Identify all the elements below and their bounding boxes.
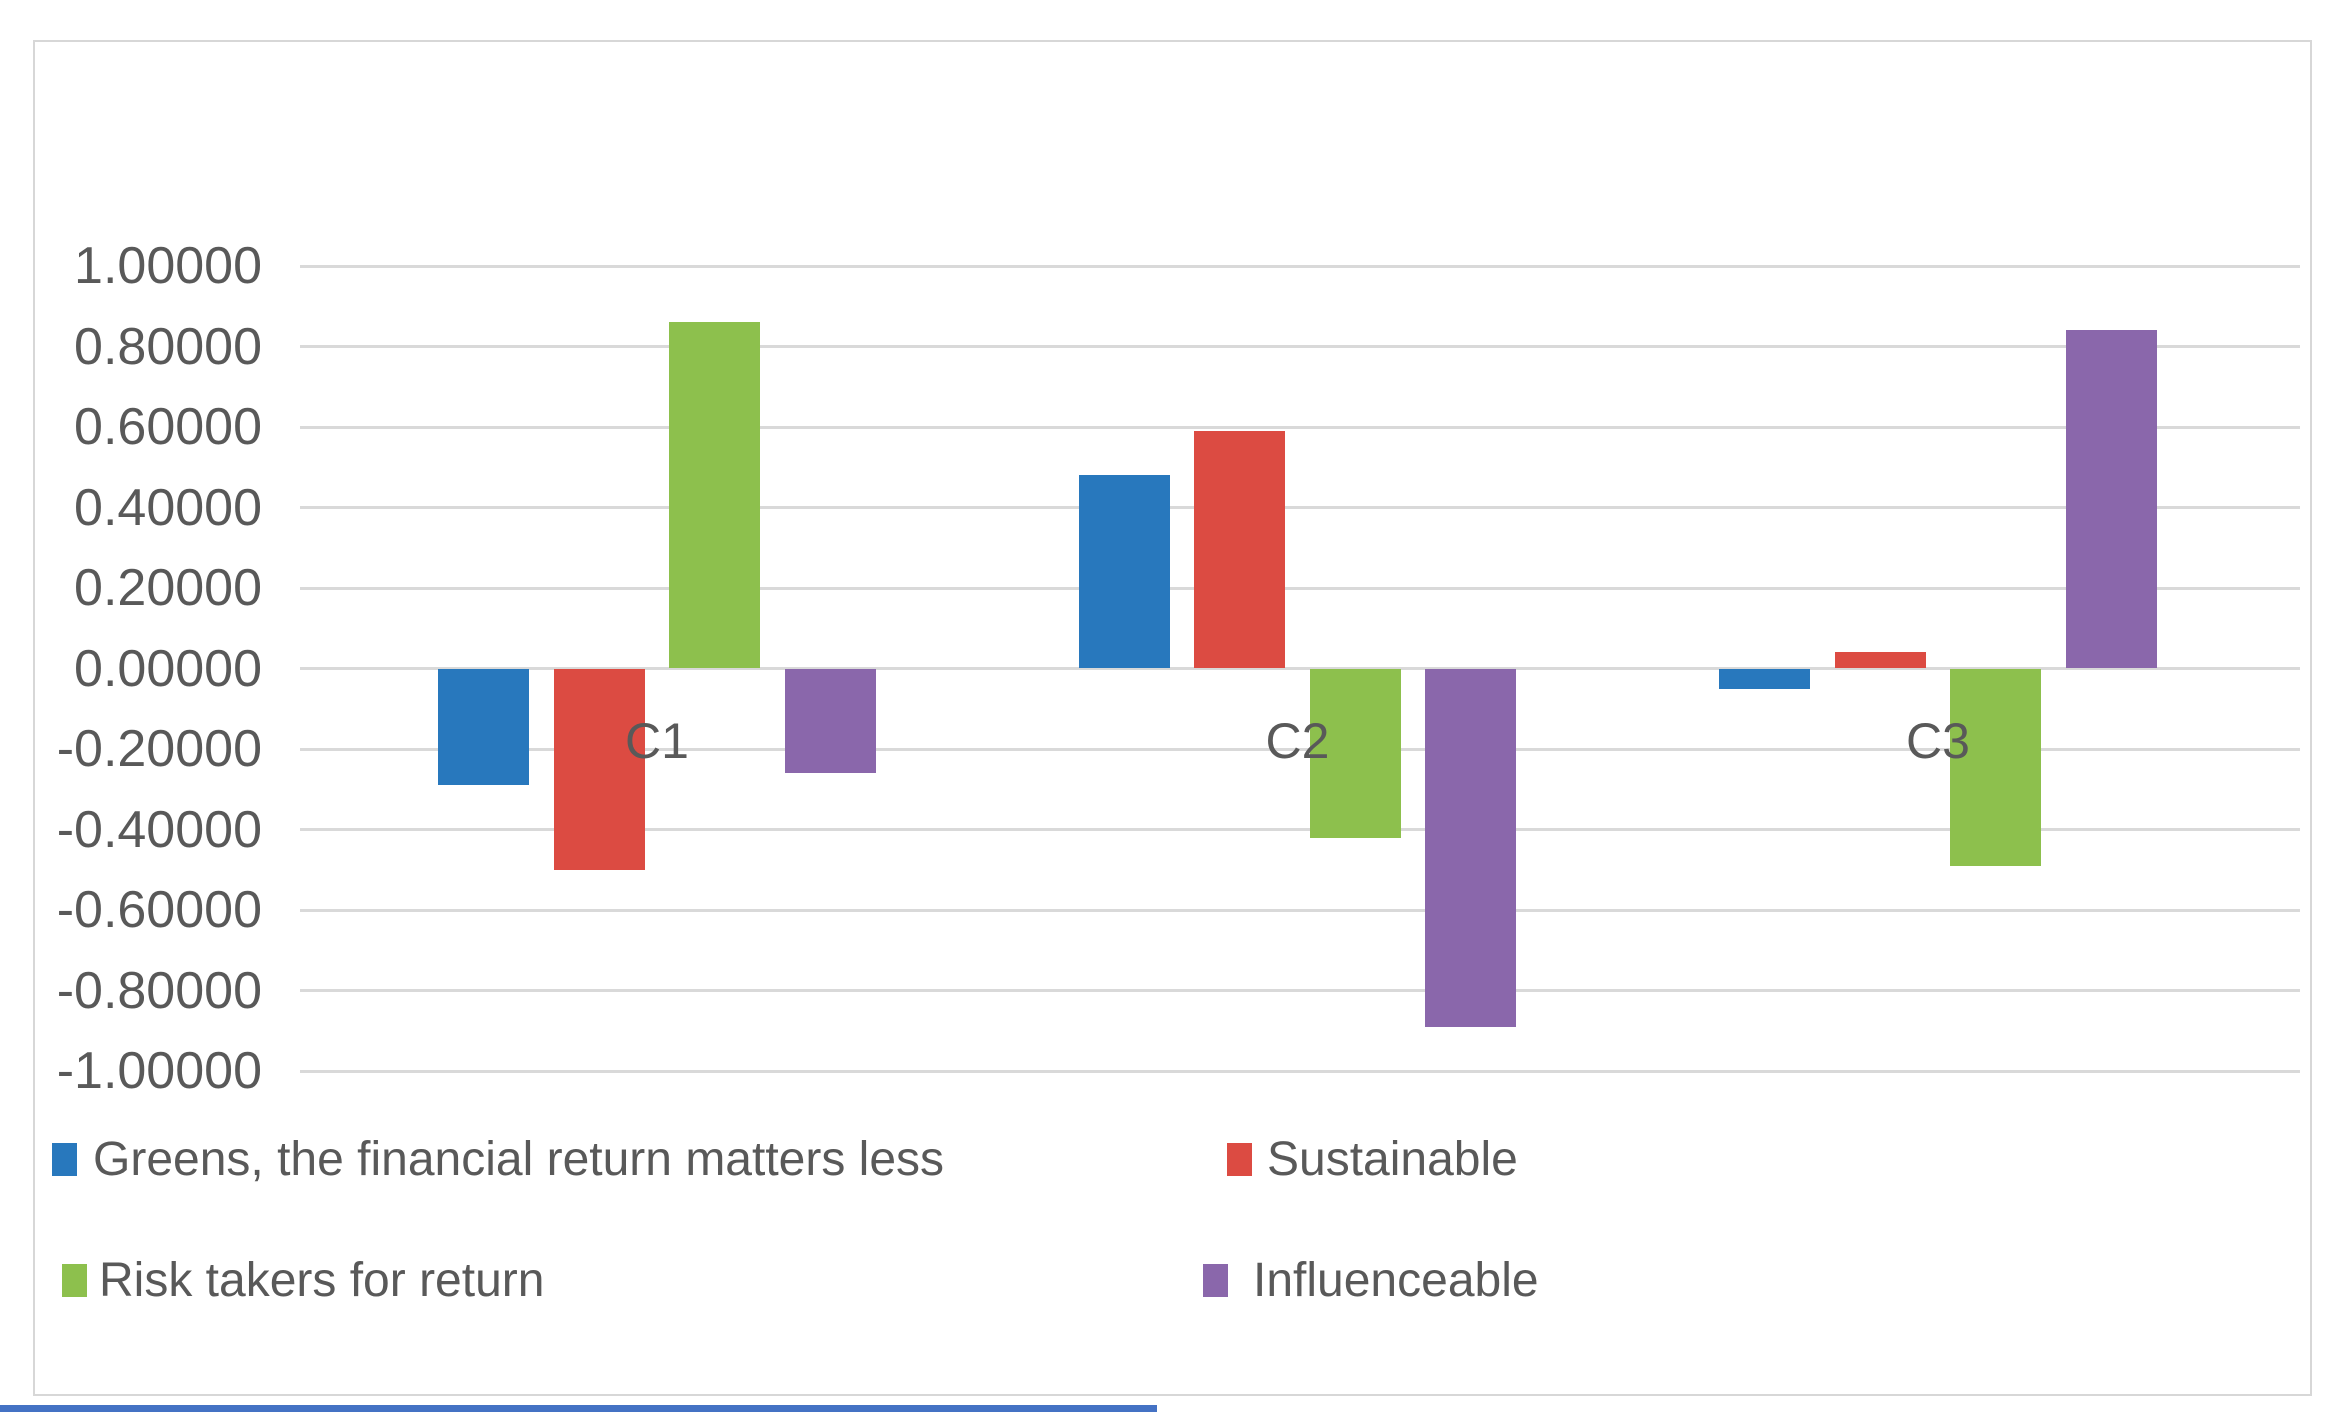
bar-c3-series-3 bbox=[2065, 330, 2157, 669]
y-axis-tick-label: -0.40000 bbox=[56, 800, 262, 859]
y-axis-tick-label: 0.80000 bbox=[74, 317, 262, 376]
y-axis-tick-label: -0.80000 bbox=[56, 961, 262, 1020]
legend-swatch-1 bbox=[1227, 1143, 1252, 1176]
bar-c1-series-1 bbox=[553, 668, 645, 870]
bottom-accent-line bbox=[0, 1405, 1157, 1412]
y-axis-tick-label: 0.20000 bbox=[74, 559, 262, 617]
legend-label-0: Greens, the financial return matters les… bbox=[93, 1133, 945, 1186]
y-axis-tick-label: -1.00000 bbox=[56, 1042, 262, 1100]
bar-c2-series-2 bbox=[1309, 668, 1401, 838]
y-axis-tick-label: -0.20000 bbox=[56, 720, 262, 778]
y-axis-tick-label: -0.60000 bbox=[56, 881, 262, 939]
category-label-c2: C2 bbox=[1265, 713, 1330, 769]
gridline bbox=[300, 989, 2300, 992]
gridline bbox=[300, 264, 2300, 268]
bar-c1-series-2 bbox=[669, 322, 761, 669]
gridline bbox=[300, 667, 2300, 670]
gridline bbox=[300, 506, 2300, 509]
legend-label-2: Risk takers for return bbox=[99, 1254, 545, 1307]
gridline bbox=[300, 425, 2300, 429]
y-axis-tick-label: 0.40000 bbox=[74, 478, 262, 537]
category-label-c3: C3 bbox=[1906, 713, 1970, 769]
bar-c3-series-1 bbox=[1834, 652, 1926, 669]
gridline bbox=[300, 1069, 2300, 1073]
gridline bbox=[300, 747, 2300, 751]
bar-c2-series-0 bbox=[1078, 475, 1170, 669]
bar-c1-series-3 bbox=[784, 668, 876, 774]
y-axis-tick-label: 0.60000 bbox=[74, 398, 262, 456]
gridline bbox=[300, 586, 2300, 590]
legend-label-1: Sustainable bbox=[1267, 1133, 1518, 1186]
bar-c2-series-3 bbox=[1425, 668, 1517, 1027]
bar-c3-series-0 bbox=[1719, 668, 1811, 689]
y-axis-tick-label: 1.00000 bbox=[74, 237, 262, 295]
bar-c1-series-0 bbox=[438, 668, 530, 786]
gridline bbox=[300, 345, 2300, 348]
legend-swatch-0 bbox=[52, 1143, 77, 1176]
bar-c3-series-2 bbox=[1950, 668, 2042, 866]
category-label-c1: C1 bbox=[625, 713, 689, 769]
legend-swatch-2 bbox=[62, 1264, 87, 1297]
y-axis-tick-label: 0.00000 bbox=[74, 639, 262, 698]
gridline bbox=[300, 828, 2300, 831]
legend-label-3: Influenceable bbox=[1253, 1254, 1539, 1307]
bar-c2-series-1 bbox=[1194, 431, 1286, 669]
gridline bbox=[300, 908, 2300, 912]
legend-swatch-3 bbox=[1203, 1264, 1228, 1297]
